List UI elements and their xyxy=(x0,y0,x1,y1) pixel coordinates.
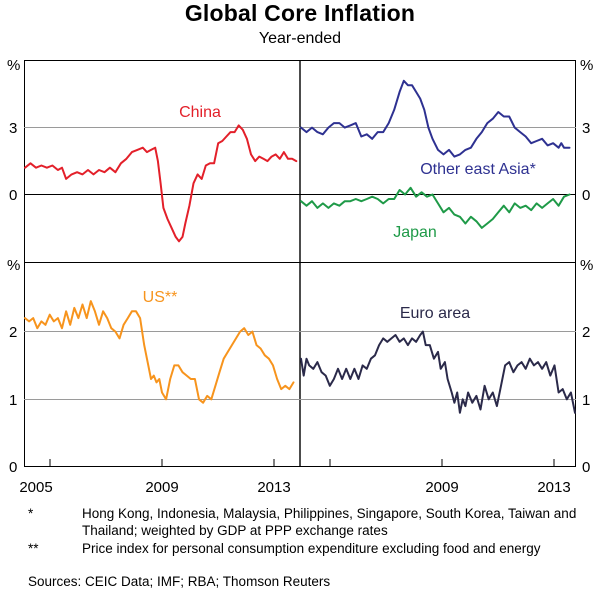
y-tick-label-right-0b: 0 xyxy=(582,459,590,476)
y-tick-label-right-3: 3 xyxy=(582,120,590,137)
series-label-euro-area: Euro area xyxy=(400,305,470,322)
x-tick-label-2013-right: 2013 xyxy=(537,479,570,496)
series-lines xyxy=(24,79,576,414)
y-tick-label-left-0: 0 xyxy=(9,187,17,204)
y-tick-label-left-3: 3 xyxy=(9,120,17,137)
y-tick-label-left-2: 2 xyxy=(9,324,17,341)
y-unit-top-left: % xyxy=(7,57,20,74)
series-label-other-east-asia: Other east Asia* xyxy=(420,161,536,178)
x-tick-label-2005: 2005 xyxy=(19,479,52,496)
y-unit-bottom-right: % xyxy=(580,257,593,274)
y-tick-label-left-1: 1 xyxy=(9,392,17,409)
footnote-2-text: Price index for personal consumption exp… xyxy=(82,541,541,556)
chart-frame xyxy=(24,60,576,467)
footnote-2-mark: ** xyxy=(28,541,39,556)
series-label-japan: Japan xyxy=(393,224,437,241)
y-tick-label-right-2: 2 xyxy=(582,324,590,341)
series-label-china: China xyxy=(179,104,221,121)
series-line-china xyxy=(24,124,298,243)
x-tick-label-2009-left: 2009 xyxy=(145,479,178,496)
series-line-us xyxy=(24,300,295,404)
series-label-us: US** xyxy=(143,289,178,306)
footnote-1-text: Hong Kong, Indonesia, Malaysia, Philippi… xyxy=(82,506,577,538)
chart-title: Global Core Inflation xyxy=(184,0,416,26)
series-line-euro-area xyxy=(300,330,576,414)
y-tick-label-left-0b: 0 xyxy=(9,459,17,476)
y-tick-label-right-1: 1 xyxy=(582,392,590,409)
footnote-1-mark: * xyxy=(28,506,34,521)
chart-area: % % % % 3 0 2 1 0 3 0 2 1 0 2005 2009 20… xyxy=(7,57,593,496)
sources: Sources: CEIC Data; IMF; RBA; Thomson Re… xyxy=(28,574,331,589)
y-unit-bottom-left: % xyxy=(7,257,20,274)
x-tick-label-2013-left: 2013 xyxy=(257,479,290,496)
chart-subtitle: Year-ended xyxy=(258,30,342,47)
series-line-japan xyxy=(300,186,571,229)
x-tick-label-2009-right: 2009 xyxy=(425,479,458,496)
series-line-other-east-asia xyxy=(300,79,571,158)
y-tick-label-right-0: 0 xyxy=(582,187,590,204)
y-unit-top-right: % xyxy=(580,57,593,74)
